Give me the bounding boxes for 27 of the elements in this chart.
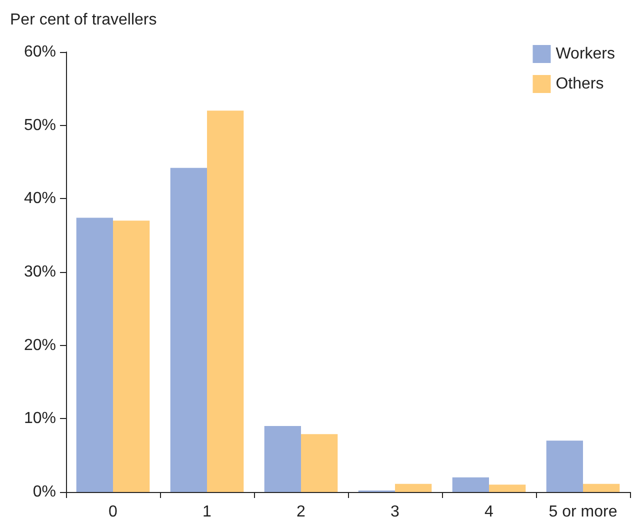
x-tick-label: 5 or more	[548, 504, 618, 520]
bar	[76, 218, 113, 492]
bar	[113, 220, 150, 492]
x-tick-label: 2	[296, 504, 306, 520]
x-tick-label: 4	[484, 504, 494, 520]
x-tick-label: 3	[390, 504, 400, 520]
y-tick-label: 60%	[24, 44, 56, 60]
bar	[301, 434, 338, 492]
bar	[546, 440, 583, 492]
x-tick-label: 1	[202, 504, 212, 520]
bar	[395, 484, 432, 492]
bar	[264, 426, 301, 492]
legend-label: Workers	[556, 46, 615, 62]
y-tick-label: 10%	[24, 410, 56, 428]
y-axis-title: Per cent of travellers	[10, 12, 157, 28]
x-tick-label: 0	[108, 504, 118, 520]
bar	[170, 168, 207, 492]
y-tick-label: 40%	[24, 190, 56, 208]
bar	[452, 477, 489, 492]
bar	[207, 110, 244, 492]
y-tick-label: 50%	[24, 116, 56, 134]
y-tick-label: 30%	[24, 264, 56, 280]
y-tick-label: 20%	[24, 336, 56, 354]
y-tick-label: 0%	[32, 484, 56, 500]
bar	[489, 484, 526, 492]
legend-label: Others	[556, 76, 604, 92]
bar	[583, 484, 620, 492]
